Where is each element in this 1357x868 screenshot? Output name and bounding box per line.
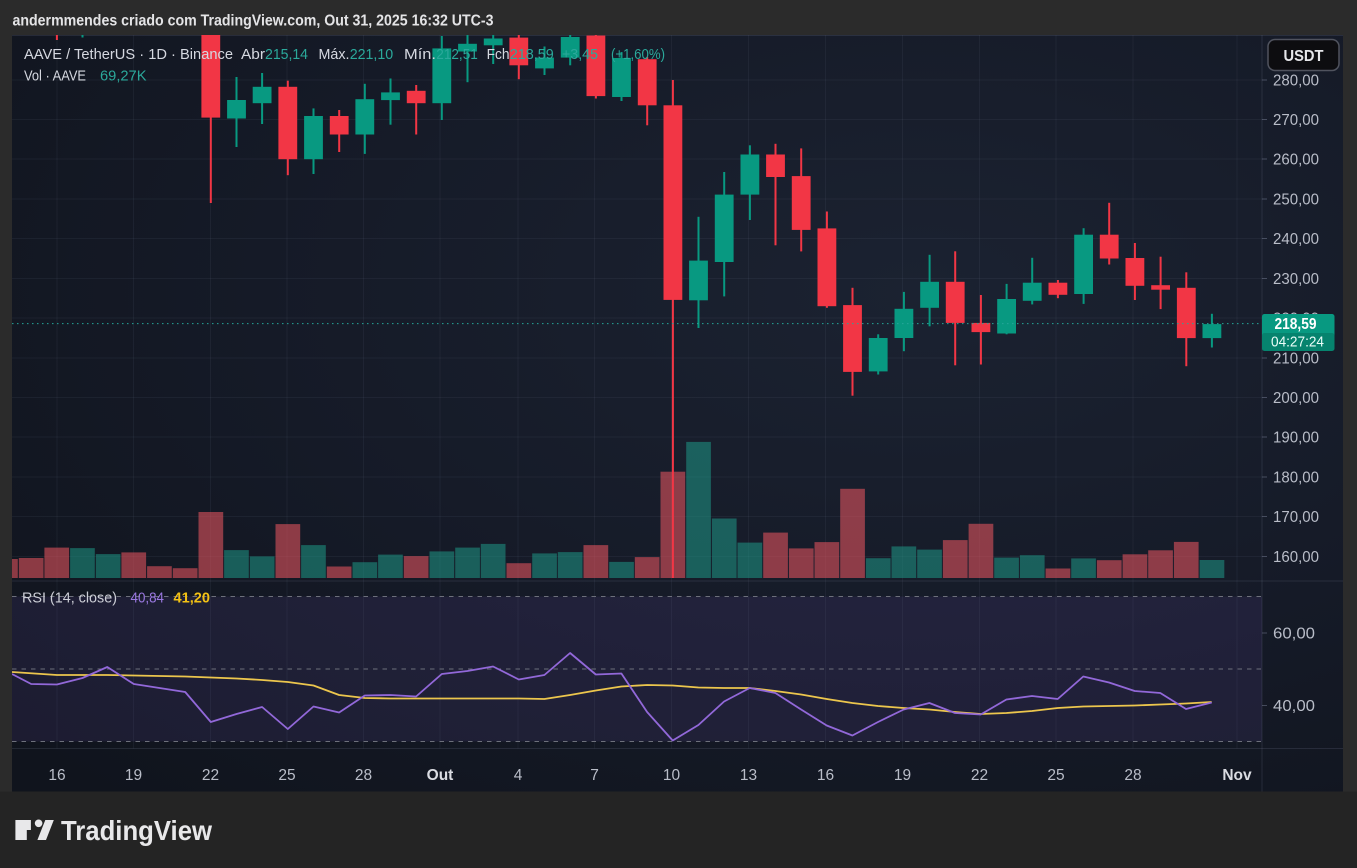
svg-text:221,10: 221,10 — [350, 46, 394, 63]
svg-text:240,00: 240,00 — [1273, 231, 1319, 248]
svg-text:180,00: 180,00 — [1273, 469, 1319, 486]
svg-text:13: 13 — [740, 767, 757, 784]
svg-text:28: 28 — [1124, 767, 1141, 784]
svg-text:19: 19 — [894, 767, 911, 784]
svg-text:25: 25 — [278, 767, 295, 784]
svg-text:+3,45: +3,45 — [562, 46, 598, 63]
svg-text:Abr: Abr — [241, 46, 265, 63]
svg-text:41,20: 41,20 — [174, 590, 211, 607]
svg-text:212,51: 212,51 — [436, 46, 478, 63]
svg-text:22: 22 — [202, 767, 219, 784]
svg-text:Vol · AAVE: Vol · AAVE — [24, 68, 86, 85]
svg-text:4: 4 — [514, 767, 523, 784]
svg-text:260,00: 260,00 — [1273, 152, 1319, 169]
svg-text:TradingView: TradingView — [61, 815, 213, 846]
svg-text:Fch: Fch — [487, 46, 510, 63]
svg-text:25: 25 — [1047, 767, 1064, 784]
svg-text:250,00: 250,00 — [1273, 191, 1319, 208]
svg-text:230,00: 230,00 — [1273, 271, 1319, 288]
svg-text:04:27:24: 04:27:24 — [1271, 335, 1324, 351]
svg-text:(+1,60%): (+1,60%) — [611, 46, 665, 63]
svg-text:218,59: 218,59 — [1275, 316, 1317, 333]
svg-text:7: 7 — [590, 767, 599, 784]
svg-text:RSI (14, close): RSI (14, close) — [22, 590, 117, 607]
svg-text:200,00: 200,00 — [1273, 390, 1319, 407]
svg-text:Out: Out — [427, 767, 454, 784]
svg-text:210,00: 210,00 — [1273, 350, 1319, 367]
svg-text:40,84: 40,84 — [131, 590, 165, 607]
svg-text:160,00: 160,00 — [1273, 549, 1319, 566]
svg-text:28: 28 — [355, 767, 372, 784]
svg-text:AAVE / TetherUS · 1D · Binance: AAVE / TetherUS · 1D · Binance — [24, 46, 233, 63]
svg-text:Nov: Nov — [1222, 767, 1252, 784]
svg-text:16: 16 — [48, 767, 65, 784]
svg-text:60,00: 60,00 — [1273, 625, 1315, 642]
svg-text:19: 19 — [125, 767, 142, 784]
svg-text:215,14: 215,14 — [265, 46, 308, 63]
svg-text:Máx.: Máx. — [319, 46, 350, 63]
svg-text:USDT: USDT — [1284, 48, 1324, 65]
svg-text:270,00: 270,00 — [1273, 112, 1319, 129]
svg-text:190,00: 190,00 — [1273, 430, 1319, 447]
svg-text:andermmendes criado com Tradin: andermmendes criado com TradingView.com,… — [13, 13, 494, 30]
svg-text:Mín.: Mín. — [404, 46, 436, 63]
svg-text:22: 22 — [971, 767, 988, 784]
svg-text:10: 10 — [663, 767, 681, 784]
svg-text:16: 16 — [817, 767, 834, 784]
svg-text:218,59: 218,59 — [510, 46, 554, 63]
svg-text:170,00: 170,00 — [1273, 509, 1319, 526]
svg-text:69,27K: 69,27K — [100, 68, 147, 85]
svg-text:280,00: 280,00 — [1273, 72, 1319, 89]
svg-text:40,00: 40,00 — [1273, 698, 1315, 715]
